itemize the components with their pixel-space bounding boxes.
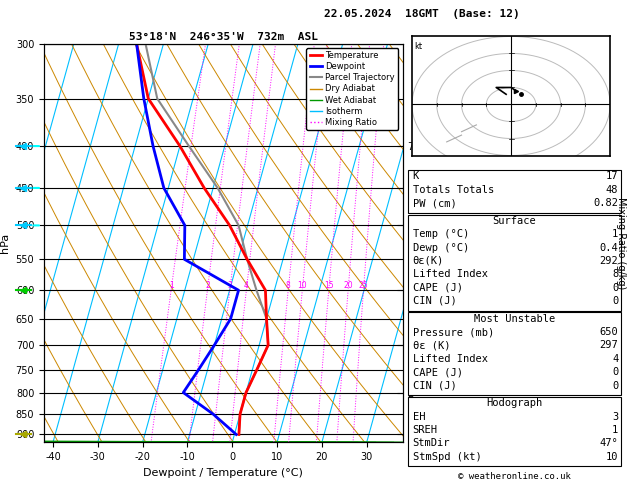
X-axis label: Dewpoint / Temperature (°C): Dewpoint / Temperature (°C)	[143, 468, 303, 478]
Text: LCL: LCL	[409, 438, 425, 447]
Text: 0: 0	[612, 296, 618, 306]
Y-axis label: km
ASL: km ASL	[416, 234, 438, 252]
Text: kt: kt	[415, 42, 423, 51]
Legend: Temperature, Dewpoint, Parcel Trajectory, Dry Adiabat, Wet Adiabat, Isotherm, Mi: Temperature, Dewpoint, Parcel Trajectory…	[306, 48, 398, 130]
Y-axis label: hPa: hPa	[0, 233, 10, 253]
Text: 0: 0	[612, 282, 618, 293]
Text: CAPE (J): CAPE (J)	[413, 367, 462, 377]
Text: Hodograph: Hodograph	[486, 399, 543, 408]
Text: Surface: Surface	[493, 216, 537, 226]
Text: StmSpd (kt): StmSpd (kt)	[413, 452, 481, 462]
Text: Pressure (mb): Pressure (mb)	[413, 327, 494, 337]
Text: 1: 1	[169, 281, 174, 290]
Text: 292: 292	[599, 256, 618, 266]
Text: Lifted Index: Lifted Index	[413, 354, 487, 364]
Text: 48: 48	[606, 185, 618, 195]
Text: Dewp (°C): Dewp (°C)	[413, 243, 469, 253]
Text: Temp (°C): Temp (°C)	[413, 229, 469, 239]
Text: StmDir: StmDir	[413, 438, 450, 449]
Text: K: K	[413, 171, 419, 181]
Text: Mixing Ratio (g/kg): Mixing Ratio (g/kg)	[616, 197, 626, 289]
Text: 25: 25	[359, 281, 368, 290]
Text: 0: 0	[612, 381, 618, 391]
Text: 20: 20	[343, 281, 353, 290]
Text: 4: 4	[244, 281, 249, 290]
Title: 53°18'N  246°35'W  732m  ASL: 53°18'N 246°35'W 732m ASL	[129, 32, 318, 42]
Text: 3: 3	[228, 281, 232, 290]
Text: 10: 10	[298, 281, 307, 290]
Text: θε (K): θε (K)	[413, 341, 450, 350]
Text: 650: 650	[599, 327, 618, 337]
Text: EH: EH	[413, 412, 425, 422]
Text: 4: 4	[612, 354, 618, 364]
Text: © weatheronline.co.uk: © weatheronline.co.uk	[458, 472, 571, 481]
Text: 8: 8	[286, 281, 291, 290]
Text: Most Unstable: Most Unstable	[474, 314, 555, 324]
Text: 8: 8	[612, 269, 618, 279]
Text: 47°: 47°	[599, 438, 618, 449]
Text: 22.05.2024  18GMT  (Base: 12): 22.05.2024 18GMT (Base: 12)	[323, 9, 520, 19]
Text: 1: 1	[612, 425, 618, 435]
Text: 0: 0	[612, 367, 618, 377]
Text: 10: 10	[606, 452, 618, 462]
Text: PW (cm): PW (cm)	[413, 198, 457, 208]
Text: 15: 15	[324, 281, 333, 290]
Text: 297: 297	[599, 341, 618, 350]
Text: 1: 1	[612, 229, 618, 239]
Text: SREH: SREH	[413, 425, 438, 435]
Text: Lifted Index: Lifted Index	[413, 269, 487, 279]
Text: CAPE (J): CAPE (J)	[413, 282, 462, 293]
Text: θε(K): θε(K)	[413, 256, 444, 266]
Text: 17: 17	[606, 171, 618, 181]
Text: 0.82: 0.82	[593, 198, 618, 208]
Text: 2: 2	[205, 281, 209, 290]
Text: 0.4: 0.4	[599, 243, 618, 253]
Text: 3: 3	[612, 412, 618, 422]
Text: CIN (J): CIN (J)	[413, 296, 457, 306]
Text: Totals Totals: Totals Totals	[413, 185, 494, 195]
Text: CIN (J): CIN (J)	[413, 381, 457, 391]
